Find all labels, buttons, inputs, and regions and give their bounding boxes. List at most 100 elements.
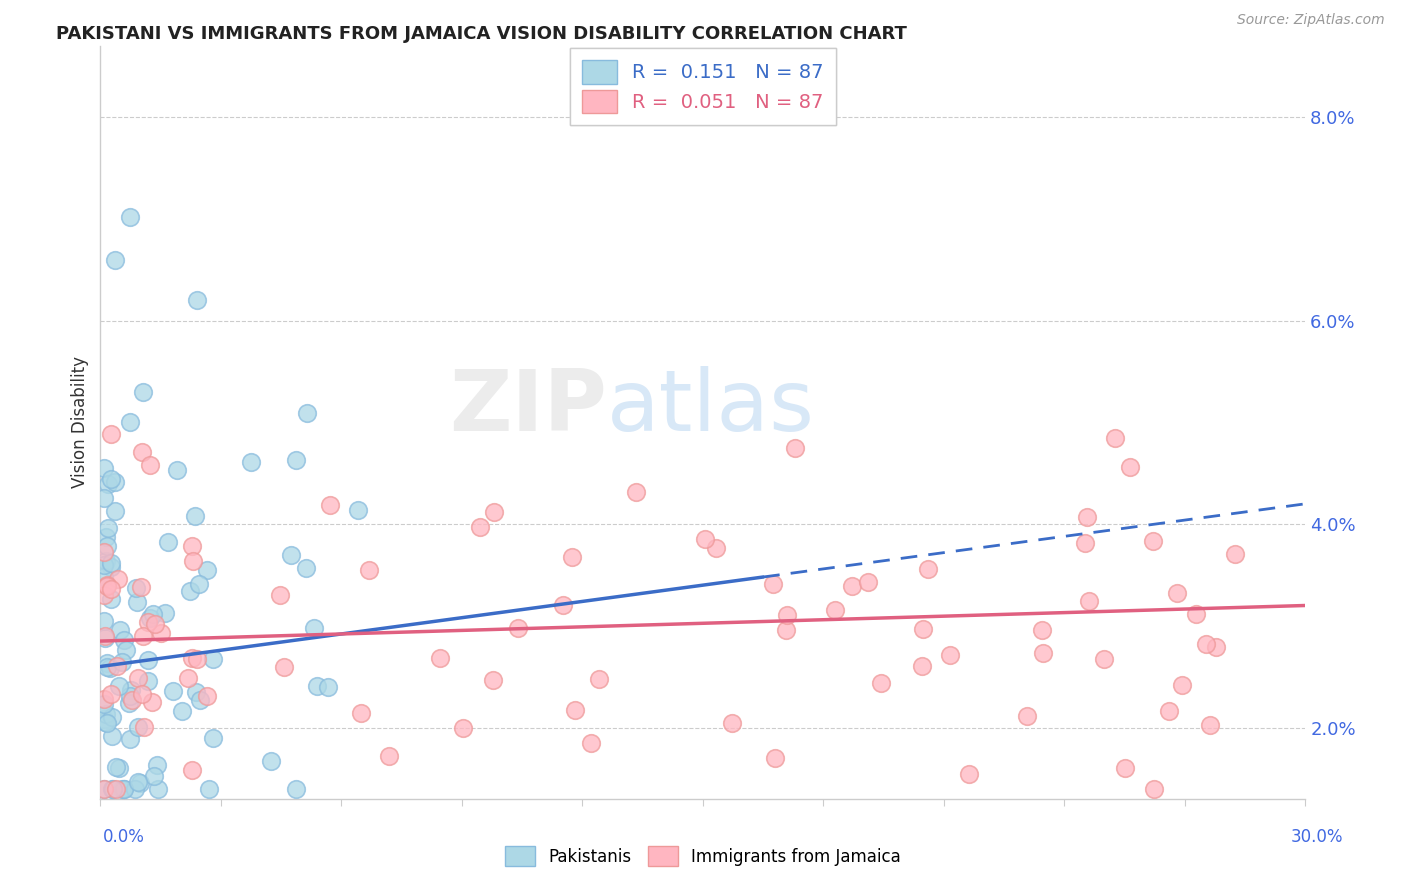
Point [107, 761, 129, 775]
Point [104, 252, 127, 267]
Point [911, 622, 934, 636]
Point [783, 441, 806, 455]
Point [100, 559, 122, 574]
Point [180, 539, 202, 553]
Point [139, 611, 162, 625]
Point [776, 608, 799, 623]
Point [93, 692, 115, 706]
Point [111, 781, 134, 796]
Point [269, 588, 291, 602]
Point [112, 633, 135, 648]
Point [142, 607, 165, 621]
Point [1185, 607, 1208, 621]
Point [101, 781, 124, 796]
Point [118, 416, 141, 430]
Point [1143, 781, 1166, 796]
Point [1195, 637, 1218, 651]
Point [302, 621, 325, 635]
Point [186, 652, 208, 666]
Point [138, 674, 160, 689]
Point [153, 606, 176, 620]
Point [121, 692, 143, 706]
Point [1015, 709, 1038, 723]
Point [184, 685, 207, 699]
Point [93, 491, 115, 505]
Point [319, 498, 342, 512]
Text: 0.0%: 0.0% [103, 828, 145, 846]
Point [96, 707, 118, 722]
Point [93, 697, 115, 711]
Point [94, 530, 117, 544]
Point [107, 572, 129, 586]
Point [187, 576, 209, 591]
Point [1166, 586, 1188, 600]
Point [1223, 547, 1246, 561]
Point [482, 505, 505, 519]
Point [96, 659, 118, 673]
Point [100, 591, 122, 606]
Point [145, 617, 167, 632]
Point [195, 563, 218, 577]
Point [1119, 460, 1142, 475]
Point [96, 578, 118, 592]
Point [98, 660, 121, 674]
Point [96, 539, 118, 553]
Point [100, 472, 122, 486]
Point [127, 720, 149, 734]
Point [721, 716, 744, 731]
Point [377, 749, 399, 764]
Point [118, 697, 141, 711]
Point [280, 548, 302, 562]
Point [273, 660, 295, 674]
Point [305, 679, 328, 693]
Point [125, 581, 148, 595]
Point [108, 679, 131, 693]
Point [762, 576, 785, 591]
Point [429, 651, 451, 665]
Legend: Pakistanis, Immigrants from Jamaica: Pakistanis, Immigrants from Jamaica [496, 838, 910, 875]
Point [94, 553, 117, 567]
Point [1198, 717, 1220, 731]
Point [184, 508, 207, 523]
Point [1205, 640, 1227, 654]
Point [108, 623, 131, 637]
Point [201, 652, 224, 666]
Point [94, 715, 117, 730]
Point [285, 781, 308, 796]
Point [132, 721, 155, 735]
Point [93, 631, 115, 645]
Point [1076, 510, 1098, 524]
Point [186, 293, 208, 308]
Point [93, 712, 115, 726]
Point [120, 683, 142, 698]
Point [157, 534, 180, 549]
Point [180, 650, 202, 665]
Point [775, 623, 797, 637]
Point [93, 781, 115, 796]
Point [136, 652, 159, 666]
Point [129, 776, 152, 790]
Point [129, 580, 152, 594]
Point [166, 463, 188, 477]
Point [1031, 623, 1053, 637]
Point [177, 671, 200, 685]
Point [350, 706, 373, 721]
Point [188, 693, 211, 707]
Point [96, 656, 118, 670]
Point [131, 384, 153, 399]
Point [195, 689, 218, 703]
Point [131, 444, 153, 458]
Point [100, 582, 122, 597]
Point [104, 504, 127, 518]
Point [143, 769, 166, 783]
Point [957, 767, 980, 781]
Point [93, 461, 115, 475]
Point [93, 570, 115, 584]
Point [1077, 594, 1099, 608]
Point [910, 658, 932, 673]
Point [181, 763, 204, 777]
Point [105, 781, 128, 796]
Point [127, 775, 149, 789]
Point [841, 579, 863, 593]
Point [131, 687, 153, 701]
